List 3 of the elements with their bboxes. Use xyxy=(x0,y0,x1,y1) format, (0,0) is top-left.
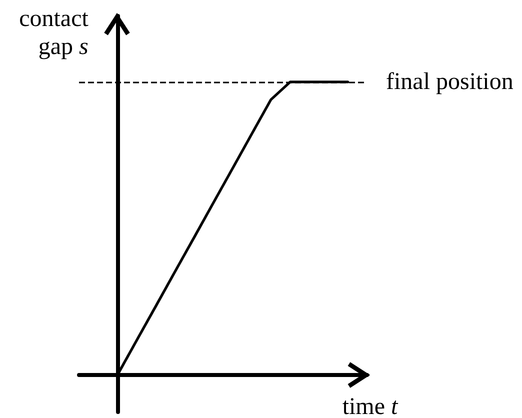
ref-line-label: final position xyxy=(386,68,514,95)
x-axis-title: time t xyxy=(342,394,399,418)
y-axis-title: contact gap s xyxy=(18,5,88,61)
